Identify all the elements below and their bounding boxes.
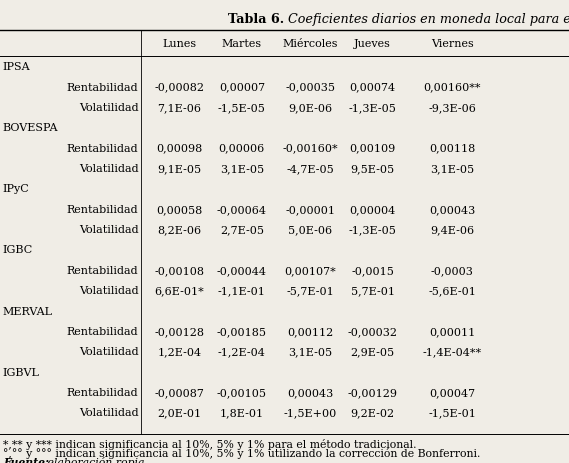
Text: -0,00129: -0,00129 bbox=[348, 388, 398, 398]
Text: 0,00074: 0,00074 bbox=[349, 82, 396, 93]
Text: IPSA: IPSA bbox=[3, 62, 31, 72]
Text: -0,00044: -0,00044 bbox=[217, 266, 267, 276]
Text: Rentabilidad: Rentabilidad bbox=[67, 327, 138, 337]
Text: IGBC: IGBC bbox=[3, 245, 33, 256]
Text: Rentabilidad: Rentabilidad bbox=[67, 388, 138, 398]
Text: IGBVL: IGBVL bbox=[3, 368, 40, 378]
Text: 0,00043: 0,00043 bbox=[429, 205, 476, 215]
Text: Rentabilidad: Rentabilidad bbox=[67, 144, 138, 154]
Text: 0,00047: 0,00047 bbox=[429, 388, 476, 398]
Text: -1,3E-05: -1,3E-05 bbox=[349, 103, 397, 113]
Text: MERVAL: MERVAL bbox=[3, 307, 53, 317]
Text: 0,00112: 0,00112 bbox=[287, 327, 333, 337]
Text: -0,0003: -0,0003 bbox=[431, 266, 474, 276]
Text: -0,00105: -0,00105 bbox=[217, 388, 267, 398]
Text: Rentabilidad: Rentabilidad bbox=[67, 266, 138, 276]
Text: 0,00098: 0,00098 bbox=[156, 144, 203, 154]
Text: -0,00064: -0,00064 bbox=[217, 205, 267, 215]
Text: -1,2E-04: -1,2E-04 bbox=[218, 347, 266, 357]
Text: -0,00082: -0,00082 bbox=[154, 82, 204, 93]
Text: 9,1E-05: 9,1E-05 bbox=[157, 164, 201, 174]
Text: Rentabilidad: Rentabilidad bbox=[67, 82, 138, 93]
Text: IPyC: IPyC bbox=[3, 184, 30, 194]
Text: 0,00109: 0,00109 bbox=[349, 144, 396, 154]
Text: Miércoles: Miércoles bbox=[282, 39, 338, 49]
Text: 9,5E-05: 9,5E-05 bbox=[351, 164, 395, 174]
Text: 5,7E-01: 5,7E-01 bbox=[351, 286, 395, 296]
Text: Volatilidad: Volatilidad bbox=[79, 286, 138, 296]
Text: Volatilidad: Volatilidad bbox=[79, 408, 138, 419]
Text: Rentabilidad: Rentabilidad bbox=[67, 205, 138, 215]
Text: 7,1E-06: 7,1E-06 bbox=[157, 103, 201, 113]
Text: -0,00087: -0,00087 bbox=[154, 388, 204, 398]
Text: -0,00001: -0,00001 bbox=[285, 205, 335, 215]
Text: -1,5E+00: -1,5E+00 bbox=[283, 408, 337, 419]
Text: -0,0015: -0,0015 bbox=[351, 266, 394, 276]
Text: 8,2E-06: 8,2E-06 bbox=[157, 225, 201, 235]
Text: 1,8E-01: 1,8E-01 bbox=[220, 408, 264, 419]
Text: 2,9E-05: 2,9E-05 bbox=[351, 347, 395, 357]
Text: Volatilidad: Volatilidad bbox=[79, 347, 138, 357]
Text: -4,7E-05: -4,7E-05 bbox=[286, 164, 334, 174]
Text: 0,00006: 0,00006 bbox=[218, 144, 265, 154]
Text: -1,5E-01: -1,5E-01 bbox=[428, 408, 476, 419]
Text: Fuente:: Fuente: bbox=[3, 457, 49, 463]
Text: elaboración ropia.: elaboración ropia. bbox=[44, 457, 149, 463]
Text: 3,1E-05: 3,1E-05 bbox=[220, 164, 264, 174]
Text: 9,0E-06: 9,0E-06 bbox=[288, 103, 332, 113]
Text: Volatilidad: Volatilidad bbox=[79, 164, 138, 174]
Text: Volatilidad: Volatilidad bbox=[79, 225, 138, 235]
Text: -1,4E-04**: -1,4E-04** bbox=[423, 347, 482, 357]
Text: -9,3E-06: -9,3E-06 bbox=[428, 103, 476, 113]
Text: 3,1E-05: 3,1E-05 bbox=[288, 347, 332, 357]
Text: 9,2E-02: 9,2E-02 bbox=[351, 408, 395, 419]
Text: Jueves: Jueves bbox=[354, 39, 391, 49]
Text: Martes: Martes bbox=[222, 39, 262, 49]
Text: 0,00107*: 0,00107* bbox=[284, 266, 336, 276]
Text: 0,00043: 0,00043 bbox=[287, 388, 333, 398]
Text: 0,00118: 0,00118 bbox=[429, 144, 476, 154]
Text: 9,4E-06: 9,4E-06 bbox=[430, 225, 475, 235]
Text: -0,00160*: -0,00160* bbox=[282, 144, 338, 154]
Text: -0,00128: -0,00128 bbox=[154, 327, 204, 337]
Text: 0,00007: 0,00007 bbox=[218, 82, 265, 93]
Text: 0,00004: 0,00004 bbox=[349, 205, 396, 215]
Text: BOVESPA: BOVESPA bbox=[3, 123, 59, 133]
Text: 2,7E-05: 2,7E-05 bbox=[220, 225, 264, 235]
Text: Lunes: Lunes bbox=[162, 39, 196, 49]
Text: Coeficientes diarios en moneda local para el subperiodo 3: Coeficientes diarios en moneda local par… bbox=[284, 13, 569, 26]
Text: 5,0E-06: 5,0E-06 bbox=[288, 225, 332, 235]
Text: -5,7E-01: -5,7E-01 bbox=[286, 286, 334, 296]
Text: 0,00011: 0,00011 bbox=[429, 327, 476, 337]
Text: °,°° y °°° indican significancia al 10%, 5% y 1% utilizando la corrección de Bon: °,°° y °°° indican significancia al 10%,… bbox=[3, 448, 480, 459]
Text: -1,1E-01: -1,1E-01 bbox=[218, 286, 266, 296]
Text: Volatilidad: Volatilidad bbox=[79, 103, 138, 113]
Text: Tabla 6.: Tabla 6. bbox=[228, 13, 284, 26]
Text: -5,6E-01: -5,6E-01 bbox=[428, 286, 476, 296]
Text: -0,00185: -0,00185 bbox=[217, 327, 267, 337]
Text: -0,00108: -0,00108 bbox=[154, 266, 204, 276]
Text: *,** y *** indican significancia al 10%, 5% y 1% para el método tradicional.: *,** y *** indican significancia al 10%,… bbox=[3, 439, 417, 450]
Text: 6,6E-01*: 6,6E-01* bbox=[154, 286, 204, 296]
Text: 0,00160**: 0,00160** bbox=[423, 82, 481, 93]
Text: 2,0E-01: 2,0E-01 bbox=[157, 408, 201, 419]
Text: Viernes: Viernes bbox=[431, 39, 474, 49]
Text: -1,5E-05: -1,5E-05 bbox=[218, 103, 266, 113]
Text: 0,00058: 0,00058 bbox=[156, 205, 203, 215]
Text: 1,2E-04: 1,2E-04 bbox=[157, 347, 201, 357]
Text: -0,00035: -0,00035 bbox=[285, 82, 335, 93]
Text: -1,3E-05: -1,3E-05 bbox=[349, 225, 397, 235]
Text: -0,00032: -0,00032 bbox=[348, 327, 398, 337]
Text: 3,1E-05: 3,1E-05 bbox=[430, 164, 475, 174]
